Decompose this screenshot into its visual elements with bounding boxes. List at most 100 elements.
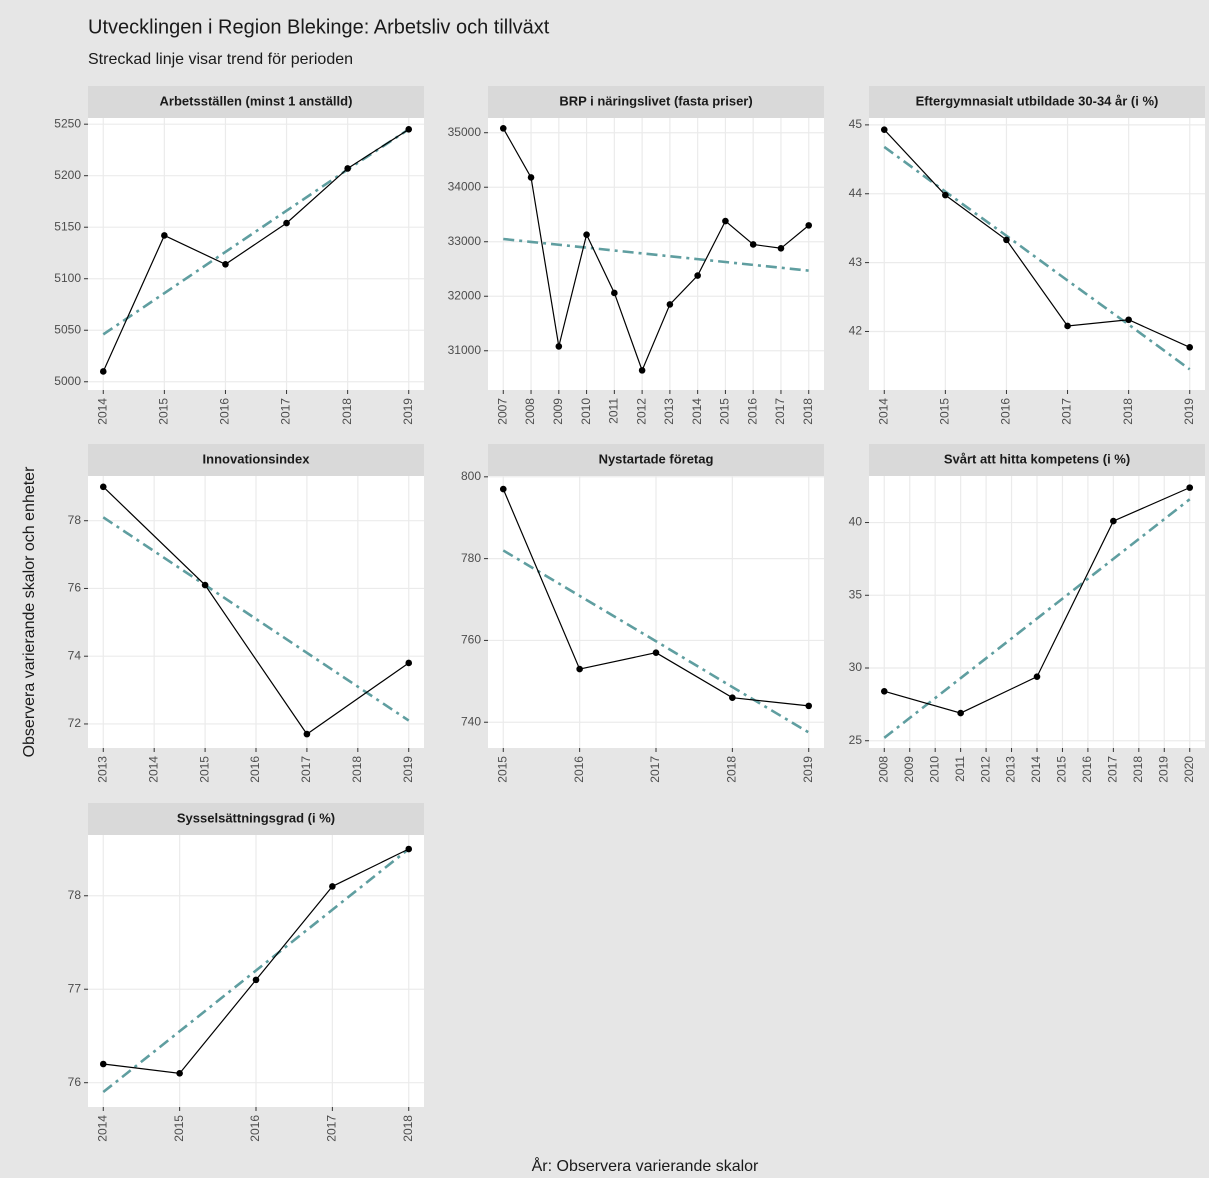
y-tick-label: 34000 [448,179,482,193]
data-point [99,368,107,375]
x-tick-label: 2018 [340,398,354,425]
x-tick-label: 2018 [1121,398,1135,425]
strip [869,444,1205,476]
x-tick-label: 2007 [495,398,509,425]
x-tick-label: 2018 [725,756,739,783]
x-tick-label: 2016 [218,398,232,425]
trend-line [883,145,1191,371]
data-line [102,128,410,372]
x-tick-label: 2012 [634,398,648,425]
y-tick-label: 76 [68,1075,82,1089]
data-point [749,241,757,248]
x-tick-label: 2019 [801,756,815,783]
x-tick-label: 2015 [718,398,732,425]
x-tick-label: 2013 [95,756,109,783]
y-tick-label: 25 [849,733,863,747]
y-tick-label: 800 [461,469,481,483]
x-tick-label: 2019 [401,398,415,425]
trend-line [502,549,810,734]
strip [88,803,424,835]
y-tick-label: 780 [461,551,481,565]
y-tick-label: 43 [849,255,863,269]
x-tick-label: 2008 [523,398,537,425]
x-tick-label: 2010 [579,398,593,425]
x-tick-label: 2014 [95,398,109,425]
x-tick-label: 2014 [95,1115,109,1142]
x-tick-label: 2016 [572,756,586,783]
y-tick-label: 31000 [448,343,482,357]
x-tick-label: 2016 [745,398,759,425]
y-tick-label: 740 [461,714,481,728]
x-tick-label: 2016 [999,398,1013,425]
x-tick-label: 2016 [1080,756,1094,783]
y-tick-label: 72 [68,716,82,730]
y-tick-label: 760 [461,633,481,647]
x-tick-label: 2013 [662,398,676,425]
y-tick-label: 40 [849,515,863,529]
data-point [722,217,729,225]
y-tick-label: 30 [849,660,863,674]
x-tick-label: 2013 [1004,756,1018,783]
y-tick-label: 5250 [54,116,81,130]
panel [869,118,1205,390]
data-point [161,232,168,239]
panel-title: Arbetsställen (minst 1 anställd) [160,93,353,108]
x-tick-label: 2009 [902,756,916,783]
data-line [883,129,1190,348]
y-tick-label: 77 [68,981,82,995]
y-tick-label: 5050 [54,322,81,336]
x-tick-label: 2015 [157,398,171,425]
x-tick-label: 2016 [248,1115,262,1142]
trend-line [102,128,410,336]
panel-title: Svårt att hitta kompetens (i %) [944,451,1130,466]
y-tick-label: 74 [68,648,82,662]
data-point [583,231,590,238]
trend-line [102,848,410,1094]
data-point [329,883,336,890]
data-point [344,165,351,172]
x-tick-label: 2019 [401,756,415,783]
x-tick-label: 2015 [197,756,211,783]
data-point [611,289,618,297]
x-tick-label: 2012 [978,756,992,783]
data-point [777,244,785,252]
data-point [805,702,813,710]
y-tick-label: 33000 [448,234,482,248]
x-tick-label: 2017 [299,756,313,783]
data-point [576,665,583,673]
y-tick-label: 32000 [448,288,482,302]
data-point [942,191,949,199]
x-tick-label: 2017 [325,1115,339,1142]
x-tick-label: 2019 [1182,398,1196,425]
strip [88,86,424,118]
data-point [1110,517,1117,525]
y-tick-label: 78 [68,513,82,527]
x-tick-label: 2014 [1029,756,1043,783]
x-tick-label: 2018 [801,398,815,425]
x-tick-label: 2008 [876,756,890,783]
data-line [502,128,810,373]
x-tick-label: 2011 [607,398,621,424]
trend-line [503,237,809,272]
x-tick-label: 2018 [1131,756,1145,783]
y-tick-label: 35 [849,587,863,601]
data-point [805,222,813,229]
data-point [303,730,311,738]
panel-title: Sysselsättningsgrad (i %) [177,810,335,825]
x-axis-label: År: Observera varierande skalor [532,1156,759,1175]
data-point [638,367,646,374]
data-point [880,687,888,695]
panel-title: Nystartade företag [599,451,714,466]
x-tick-label: 2015 [938,398,952,425]
data-point [1186,484,1194,491]
y-tick-label: 76 [68,581,82,595]
x-tick-label: 2017 [648,756,662,783]
x-tick-label: 2015 [1055,756,1069,783]
y-tick-label: 5200 [54,168,81,182]
x-tick-label: 2017 [773,398,787,425]
data-point [201,581,209,589]
x-tick-label: 2014 [146,756,160,783]
y-tick-label: 5100 [54,271,81,285]
strip [88,444,424,476]
x-tick-label: 2019 [1156,756,1170,783]
